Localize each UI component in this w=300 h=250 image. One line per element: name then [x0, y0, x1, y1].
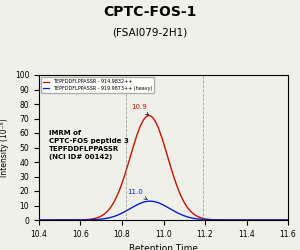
Text: iMRM of
CPTC-FOS peptide 3
TEPFDDFLPPASSR
(NCI ID# 00142): iMRM of CPTC-FOS peptide 3 TEPFDDFLPPASS…: [49, 130, 129, 160]
Legend: TEPFDDFLPPASSR - 914.9832++, TEPFDDFLPPASSR - 919.9873++ (heavy): TEPFDDFLPPASSR - 914.9832++, TEPFDDFLPPA…: [41, 78, 154, 93]
Text: 11.0: 11.0: [128, 189, 147, 200]
Text: (FSAI079-2H1): (FSAI079-2H1): [112, 28, 188, 38]
Y-axis label: Intensity (10⁻⁵): Intensity (10⁻⁵): [0, 118, 9, 177]
Text: 10.9: 10.9: [131, 104, 148, 115]
X-axis label: Retention Time: Retention Time: [129, 244, 198, 250]
Text: CPTC-FOS-1: CPTC-FOS-1: [103, 5, 197, 19]
